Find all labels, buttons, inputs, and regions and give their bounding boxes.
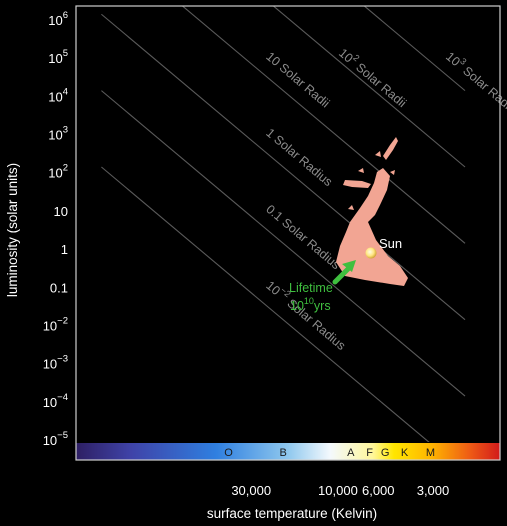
y-tick-label: 10−4 xyxy=(43,392,68,410)
radius-label-text: 10 Solar Radii xyxy=(263,49,332,110)
cloud-branch-left xyxy=(343,180,371,188)
spectral-class-label: B xyxy=(280,447,287,459)
y-tick-base: 10 xyxy=(43,395,57,410)
radius-label-text: 10 xyxy=(263,278,283,298)
x-axis-ticks: 30,000 10,000 6,000 3,000 xyxy=(231,483,449,498)
x-axis-label: surface temperature (Kelvin) xyxy=(207,506,377,521)
cloud-speck-3 xyxy=(358,168,364,173)
y-tick-exponent: −3 xyxy=(57,354,68,365)
spectral-class-label: G xyxy=(381,447,390,459)
lifetime-annotation: Lifetime 1010yrs xyxy=(289,260,356,313)
y-tick-base: 10 xyxy=(43,357,57,372)
y-tick-label: 102 xyxy=(48,163,68,181)
spectral-class-label: F xyxy=(366,447,373,459)
sun-label: Sun xyxy=(379,236,402,251)
spectral-class-label: M xyxy=(426,447,435,459)
lifetime-label: Lifetime xyxy=(289,281,333,295)
radius-label-exponent: 2 xyxy=(351,52,361,63)
y-tick-exponent: 5 xyxy=(63,48,68,59)
y-tick-label: 104 xyxy=(48,86,68,104)
lifetime-base: 10 xyxy=(290,299,304,313)
radius-line xyxy=(101,90,466,397)
y-tick-exponent: −5 xyxy=(57,430,68,441)
cloud-tail-upper xyxy=(383,137,398,160)
y-tick-base: 10 xyxy=(48,128,62,143)
cloud-shape xyxy=(336,168,408,286)
y-tick-base: 10 xyxy=(48,13,62,28)
lifetime-exp: 10 xyxy=(304,296,314,306)
x-tick-label: 10,000 xyxy=(318,483,358,498)
lifetime-value: 1010yrs xyxy=(290,296,331,313)
cloud-speck-1 xyxy=(375,151,381,157)
radius-line xyxy=(101,166,430,442)
y-tick-label: 10−3 xyxy=(43,354,68,372)
y-tick-label: 10−2 xyxy=(43,315,68,333)
x-tick-label: 6,000 xyxy=(362,483,395,498)
lifetime-line1: Lifetime xyxy=(289,281,333,295)
y-tick-label: 103 xyxy=(48,125,68,143)
y-tick-label: 1 xyxy=(61,242,68,257)
radius-label-text: 10 xyxy=(336,46,356,66)
lifetime-unit: yrs xyxy=(314,299,331,313)
y-tick-label: 10 xyxy=(54,204,68,219)
y-tick-exponent: 4 xyxy=(63,86,68,97)
cloud-speck-4 xyxy=(390,170,395,175)
radius-line xyxy=(272,6,466,168)
plot-frame xyxy=(75,5,501,461)
radius-label-text: 1 Solar Radius xyxy=(263,126,335,189)
y-tick-exponent: −2 xyxy=(57,315,68,326)
sun-marker: Sun xyxy=(365,236,402,259)
y-tick-label: 106 xyxy=(48,10,68,28)
y-tick-label: 0.1 xyxy=(50,280,68,295)
spectral-class-label: O xyxy=(224,447,233,459)
radius-label-text: Solar Radii xyxy=(350,58,408,110)
y-tick-base: 10 xyxy=(43,318,57,333)
y-tick-base: 10 xyxy=(48,166,62,181)
spectral-class-label: K xyxy=(401,447,409,459)
y-tick-base: 1 xyxy=(61,242,68,257)
y-tick-base: 0.1 xyxy=(50,280,68,295)
y-tick-base: 10 xyxy=(54,204,68,219)
radius-label: 1 Solar Radius xyxy=(263,126,335,189)
y-tick-exponent: 3 xyxy=(63,125,68,136)
lifetime-arrowhead xyxy=(342,260,356,272)
spectral-gradient xyxy=(76,443,500,460)
spectral-class-label: A xyxy=(347,447,355,459)
y-tick-label: 105 xyxy=(48,48,68,66)
radius-label: 10 Solar Radii xyxy=(263,49,332,110)
radius-label-text: 10 xyxy=(443,49,463,69)
y-tick-exponent: 6 xyxy=(63,10,68,21)
y-tick-base: 10 xyxy=(48,89,62,104)
y-tick-exponent: −4 xyxy=(57,392,68,403)
radius-lines xyxy=(101,6,466,442)
radius-line xyxy=(101,13,466,321)
radius-line xyxy=(363,6,466,92)
y-axis-label: luminosity (solar units) xyxy=(5,163,20,297)
y-tick-base: 10 xyxy=(43,433,57,448)
radius-line xyxy=(181,6,466,244)
x-tick-label: 3,000 xyxy=(417,483,450,498)
cloud-speck-2 xyxy=(348,205,354,210)
radius-label-exponent: 3 xyxy=(458,56,468,67)
y-tick-label: 10−5 xyxy=(43,430,68,448)
y-tick-exponent: 2 xyxy=(63,163,68,174)
radius-label: 102 Solar Radii xyxy=(336,44,411,111)
y-tick-base: 10 xyxy=(48,51,62,66)
sun-dot xyxy=(365,247,377,259)
main-sequence-cloud xyxy=(336,137,408,286)
x-tick-label: 30,000 xyxy=(231,483,271,498)
